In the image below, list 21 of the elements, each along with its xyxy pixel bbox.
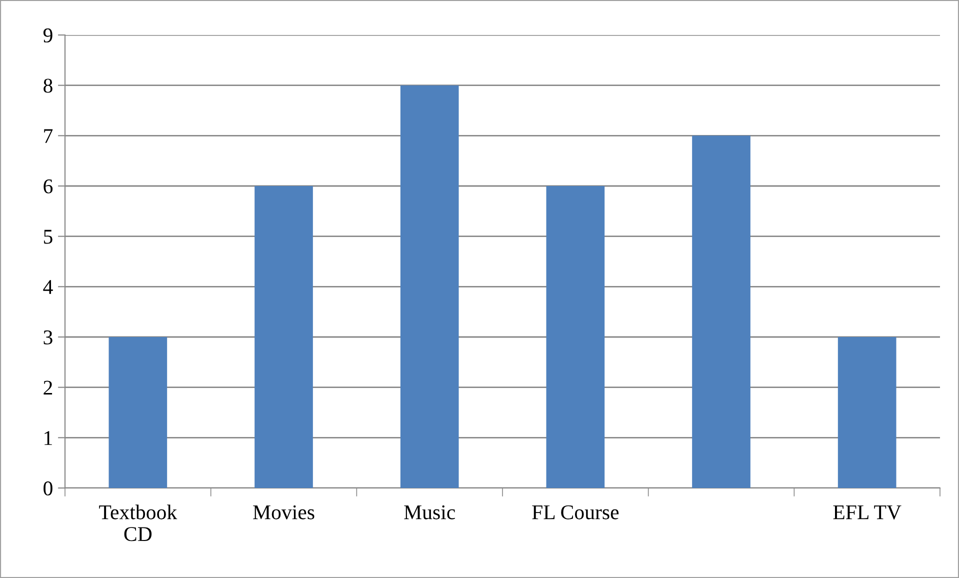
y-tick-label: 7 xyxy=(44,129,53,143)
bar xyxy=(838,337,896,488)
y-tick-label: 0 xyxy=(44,481,52,496)
bar xyxy=(400,85,459,488)
y-tick-label: 9 xyxy=(43,28,52,42)
bar xyxy=(546,186,605,488)
x-tick-label: Movies xyxy=(253,505,314,520)
y-tick-label: 2 xyxy=(44,380,52,395)
y-tick-label: 1 xyxy=(44,431,52,445)
x-tick-label: FL Course xyxy=(532,505,619,520)
y-tick-label: 8 xyxy=(44,78,52,93)
bar xyxy=(254,186,313,488)
x-tick-label: Textbook CD xyxy=(99,504,178,542)
x-tick-label: Music xyxy=(404,505,455,520)
y-tick-label: 3 xyxy=(44,330,52,344)
bar xyxy=(108,337,168,488)
bar xyxy=(692,136,750,488)
y-tick-label: 5 xyxy=(44,230,52,244)
x-tick-label: EFL TV xyxy=(833,505,902,520)
y-tick-label: 6 xyxy=(44,179,53,194)
y-tick-label: 4 xyxy=(43,280,53,294)
